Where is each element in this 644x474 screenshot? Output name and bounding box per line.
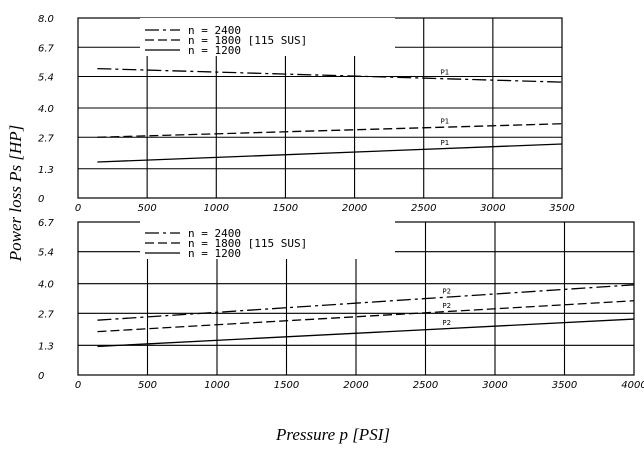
y-tick-label: 1.3	[38, 341, 54, 352]
y-tick-label: 6.7	[38, 43, 55, 54]
y-tick-label: 0	[38, 371, 44, 382]
series-line	[97, 300, 635, 333]
chart-top: 0 1.3 2.7 4.0 5.4 6.7 8.0 0 500 1000 1500 2000 2500 3…	[38, 14, 575, 214]
series-annotation: P1	[441, 69, 450, 77]
series-line	[97, 143, 563, 163]
series-annotation: P2	[442, 288, 451, 296]
x-axis-label: Pressure p [PSI]	[275, 425, 390, 444]
x-tick-label: 500	[138, 380, 157, 391]
x-tick-label: 3500	[549, 203, 574, 214]
x-tick-label: 3500	[552, 380, 577, 391]
x-tick-label: 0	[75, 203, 81, 214]
y-tick-label: 1.3	[38, 165, 54, 176]
x-tick-label: 1500	[273, 203, 298, 214]
series-line	[97, 318, 635, 348]
series-annotation: P2	[442, 319, 451, 327]
legend-background	[140, 18, 395, 56]
x-tick-label: 3000	[480, 203, 505, 214]
y-tick-label: 5.4	[38, 248, 54, 259]
legend-entry: n = 2400	[188, 24, 241, 37]
series-line	[97, 67, 563, 83]
y-tick-label: 4.0	[38, 280, 54, 291]
series-annotation: P1	[441, 117, 450, 125]
y-axis-label: Power loss Ps [HP]	[6, 125, 25, 262]
x-tick-label: 2000	[342, 203, 367, 214]
y-tick-label: 8.0	[38, 14, 54, 25]
x-tick-label: 2500	[411, 203, 436, 214]
y-tick-label: 6.7	[38, 218, 55, 229]
y-tick-label: 2.7	[38, 309, 55, 320]
x-tick-label: 1000	[204, 380, 229, 391]
x-tick-label: 500	[138, 203, 157, 214]
legend-entry: n = 1200	[188, 44, 241, 57]
series-annotation: P2	[442, 302, 451, 310]
legend-entry: n = 1800 [115 SUS]	[188, 237, 307, 250]
series-line	[97, 123, 563, 138]
y-tick-label: 4.0	[38, 104, 54, 115]
x-tick-label: 0	[75, 380, 81, 391]
legend-entry: n = 2400	[188, 227, 241, 240]
legend-background	[140, 221, 395, 259]
legend-entry: n = 1200	[188, 247, 241, 260]
x-tick-label: 2000	[343, 380, 368, 391]
y-tick-label: 0	[38, 194, 44, 205]
chart-bottom: 0 1.3 2.7 4.0 5.4 6.7 0 500 1000 1500 2000 2500 3000…	[38, 218, 644, 391]
y-tick-label: 5.4	[38, 73, 54, 84]
x-tick-label: 4000	[621, 380, 644, 391]
x-tick-label: 1000	[204, 203, 229, 214]
x-tick-label: 1500	[274, 380, 299, 391]
x-tick-label: 3000	[482, 380, 507, 391]
y-tick-label: 2.7	[38, 133, 55, 144]
series-line	[97, 284, 635, 321]
legend-entry: n = 1800 [115 SUS]	[188, 34, 307, 47]
series-annotation: P1	[441, 139, 450, 147]
x-tick-label: 2500	[413, 380, 438, 391]
